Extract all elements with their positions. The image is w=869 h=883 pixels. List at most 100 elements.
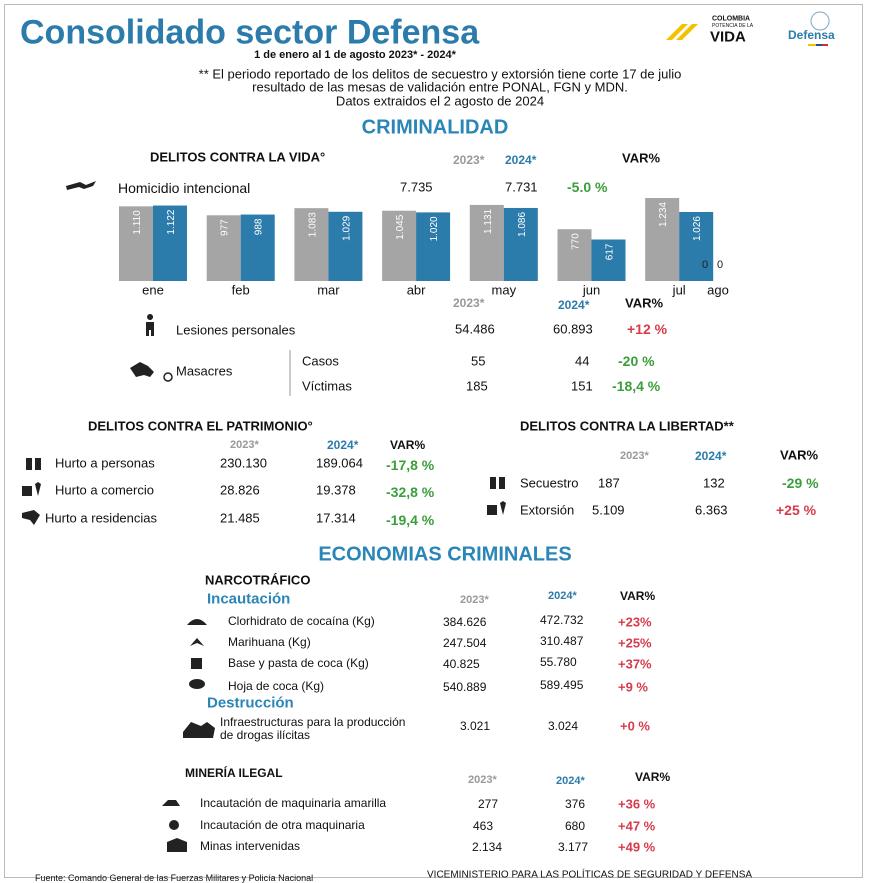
text: 463	[473, 819, 494, 833]
bar-label: 1.083	[307, 212, 318, 237]
bar-label: 1.122	[166, 209, 177, 234]
text: 2024*	[558, 298, 590, 312]
text: Hurto a residencias	[45, 510, 157, 526]
text: NARCOTRÁFICO	[205, 572, 311, 588]
text: MINERÍA ILEGAL	[185, 766, 283, 780]
text: +36 %	[618, 796, 656, 812]
text: 2023*	[468, 774, 497, 786]
text: 680	[565, 819, 586, 833]
text: 589.495	[540, 678, 584, 692]
bar-label: 1.131	[483, 208, 494, 233]
text: resultado de las mesas de validación ent…	[252, 79, 628, 95]
text: VAR%	[390, 438, 426, 452]
text: 55.780	[540, 655, 577, 669]
text: 185	[466, 378, 488, 394]
text: 44	[575, 353, 590, 369]
text: 2023*	[230, 439, 259, 451]
text: 247.504	[443, 636, 487, 650]
text: Datos extraidos el 2 agosto de 2024	[335, 93, 545, 109]
text: Hoja de coca (Kg)	[228, 679, 325, 693]
text: Consolidado sector Defensa	[20, 13, 480, 52]
text: 384.626	[443, 615, 487, 629]
icon-massacre	[130, 362, 154, 377]
text: 151	[571, 378, 593, 394]
text: Minas intervenidas	[200, 839, 301, 853]
text: Infraestructuras para la producción	[220, 715, 406, 729]
text: VAR%	[625, 295, 664, 311]
bar	[679, 211, 714, 281]
text: +9 %	[618, 679, 648, 695]
icon-hoja	[189, 679, 205, 689]
bar	[206, 215, 241, 281]
bar	[416, 212, 451, 281]
bar	[503, 207, 538, 281]
text: 6.363	[695, 502, 728, 518]
text: VAR%	[635, 770, 671, 784]
text: 230.130	[220, 455, 267, 471]
text: 55	[471, 353, 486, 369]
text: 2.134	[472, 840, 503, 854]
text: Masacres	[176, 363, 233, 379]
text: 5.109	[592, 502, 625, 518]
text: -20 %	[618, 353, 655, 369]
text: DELITOS CONTRA EL PATRIMONIO°	[88, 418, 313, 434]
text: Hurto a comercio	[55, 482, 154, 498]
icons	[22, 181, 506, 852]
text: mar	[317, 282, 340, 298]
bar	[382, 210, 417, 281]
text: Incautación de maquinaria amarilla	[200, 796, 387, 810]
text: ** El periodo reportado de los delitos d…	[198, 66, 682, 82]
text: 1 de enero al 1 de agosto 2023* - 2024*	[254, 49, 456, 61]
text: +49 %	[618, 839, 656, 855]
text: 2023*	[453, 296, 485, 310]
text: 2024*	[505, 153, 537, 167]
text: +25%	[618, 635, 652, 651]
text: Incautación	[207, 590, 291, 608]
text: DELITOS CONTRA LA VIDA°	[150, 149, 326, 165]
text: 60.893	[553, 321, 593, 337]
text: CRIMINALIDAD	[361, 116, 509, 139]
text: Clorhidrato de cocaína (Kg)	[228, 614, 375, 628]
text: 310.487	[540, 634, 584, 648]
bar	[294, 208, 329, 281]
text: de drogas ilícitas	[220, 728, 311, 742]
text: Marihuana (Kg)	[228, 635, 311, 649]
text: 376	[565, 797, 586, 811]
icon-minas	[167, 838, 187, 852]
icon-extorsion	[487, 501, 506, 515]
text: VAR%	[622, 150, 661, 166]
text: 3.177	[558, 840, 589, 854]
text: 189.064	[316, 455, 363, 471]
bar	[328, 211, 363, 281]
text: 2024*	[556, 775, 585, 787]
text: 132	[703, 475, 725, 491]
text: Casos	[302, 353, 339, 369]
text: +37%	[618, 656, 652, 672]
bar	[645, 198, 680, 281]
text: -32,8 %	[386, 484, 435, 500]
bar-label: 977	[220, 219, 231, 236]
text: VAR%	[780, 447, 819, 463]
bar-label: 1.029	[341, 215, 352, 240]
icon-marihuana	[190, 638, 204, 646]
text: -18,4 %	[612, 378, 661, 394]
bar-label: 770	[571, 233, 582, 250]
text: POTENCIA DE LA	[712, 23, 754, 29]
text: Destrucción	[207, 694, 294, 712]
text: 21.485	[220, 510, 260, 526]
bar-label: 1.110	[132, 210, 143, 235]
text: 2024*	[695, 449, 727, 463]
text: 277	[478, 797, 499, 811]
text: DELITOS CONTRA LA LIBERTAD**	[520, 418, 734, 434]
text: ene	[142, 282, 164, 298]
bar-label: 1.020	[429, 216, 440, 241]
icon-maquinaria	[162, 800, 180, 806]
text: Fuente: Comando General de las Fuerzas M…	[35, 873, 314, 883]
bar-label: 617	[605, 243, 616, 260]
text: 3.021	[460, 719, 491, 733]
text: 2023*	[460, 594, 489, 606]
text: VICEMINISTERIO PARA LAS POLÍTICAS DE SEG…	[427, 869, 753, 881]
text: COLOMBIA	[712, 15, 751, 23]
text: Extorsión	[520, 502, 575, 518]
